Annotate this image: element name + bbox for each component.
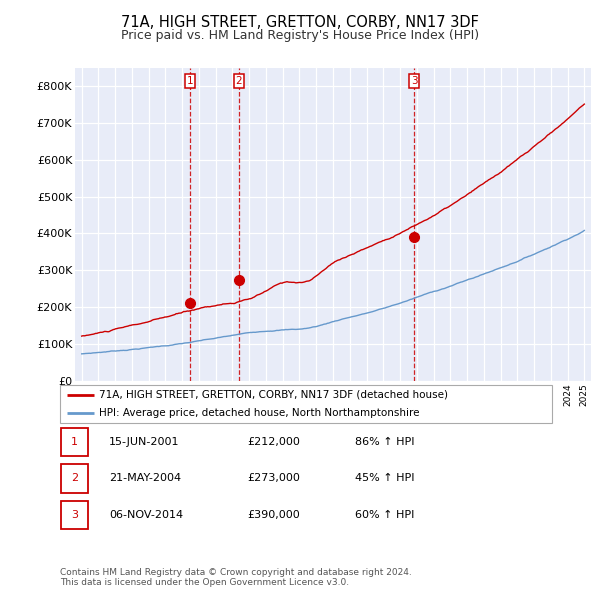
Text: 2: 2 bbox=[236, 76, 242, 86]
Text: HPI: Average price, detached house, North Northamptonshire: HPI: Average price, detached house, Nort… bbox=[100, 408, 420, 418]
Text: 86% ↑ HPI: 86% ↑ HPI bbox=[355, 437, 415, 447]
FancyBboxPatch shape bbox=[61, 501, 88, 529]
Text: £390,000: £390,000 bbox=[247, 510, 300, 520]
Text: 06-NOV-2014: 06-NOV-2014 bbox=[109, 510, 184, 520]
FancyBboxPatch shape bbox=[60, 385, 552, 423]
Text: £273,000: £273,000 bbox=[247, 474, 300, 483]
Text: 1: 1 bbox=[71, 437, 78, 447]
Text: 45% ↑ HPI: 45% ↑ HPI bbox=[355, 474, 415, 483]
FancyBboxPatch shape bbox=[61, 428, 88, 456]
Text: 3: 3 bbox=[411, 76, 418, 86]
Text: 21-MAY-2004: 21-MAY-2004 bbox=[109, 474, 181, 483]
Text: 71A, HIGH STREET, GRETTON, CORBY, NN17 3DF (detached house): 71A, HIGH STREET, GRETTON, CORBY, NN17 3… bbox=[100, 389, 448, 399]
Text: 15-JUN-2001: 15-JUN-2001 bbox=[109, 437, 180, 447]
Text: 71A, HIGH STREET, GRETTON, CORBY, NN17 3DF: 71A, HIGH STREET, GRETTON, CORBY, NN17 3… bbox=[121, 15, 479, 30]
Text: 60% ↑ HPI: 60% ↑ HPI bbox=[355, 510, 415, 520]
Text: 2: 2 bbox=[71, 474, 78, 483]
Text: 1: 1 bbox=[187, 76, 193, 86]
Text: Contains HM Land Registry data © Crown copyright and database right 2024.
This d: Contains HM Land Registry data © Crown c… bbox=[60, 568, 412, 587]
Text: £212,000: £212,000 bbox=[247, 437, 300, 447]
Text: 3: 3 bbox=[71, 510, 78, 520]
Text: Price paid vs. HM Land Registry's House Price Index (HPI): Price paid vs. HM Land Registry's House … bbox=[121, 30, 479, 42]
FancyBboxPatch shape bbox=[61, 464, 88, 493]
